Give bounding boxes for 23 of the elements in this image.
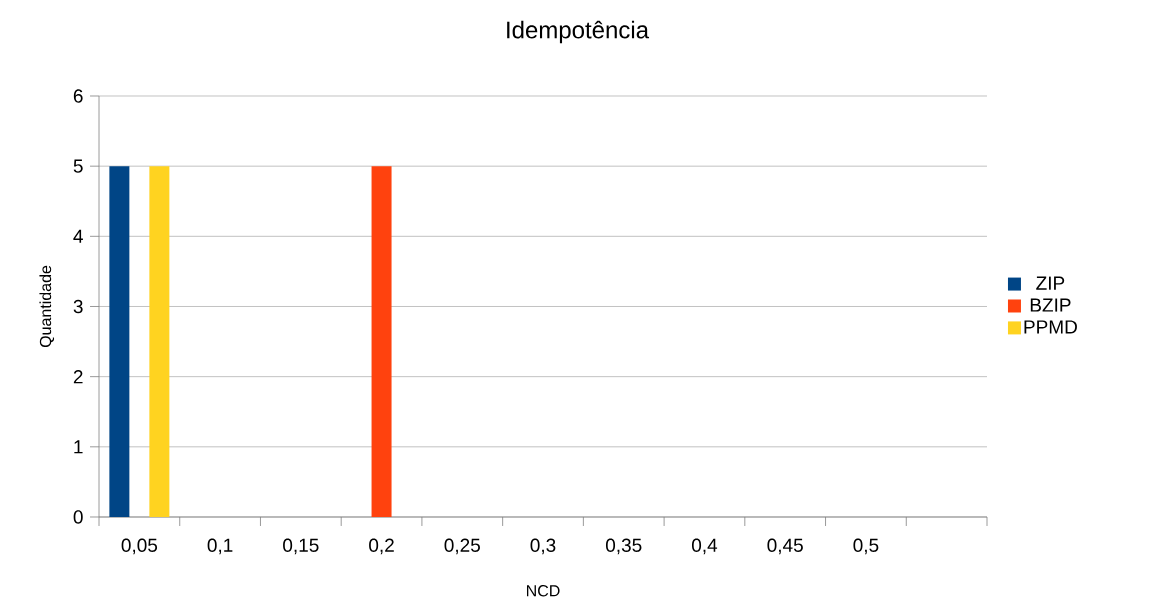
chart-title: Idempotência	[507, 20, 650, 44]
legend-label: ZIP	[1036, 276, 1065, 290]
y-tick-label: 5	[73, 159, 83, 173]
x-tick-label: 0,3	[530, 538, 556, 555]
y-tick-label: 2	[73, 370, 83, 384]
y-tick-label: 4	[73, 229, 83, 243]
y-axis-title: Quantidade	[39, 265, 55, 348]
y-tick-label: 6	[73, 89, 83, 103]
y-tick-label: 1	[74, 440, 83, 454]
x-axis-title: NCD	[526, 585, 560, 597]
y-tick-label: 3	[73, 299, 83, 314]
x-tick-label: 0,2	[369, 538, 394, 555]
legend-label: BZIP	[1030, 298, 1071, 312]
x-tick-label: 0,15	[283, 538, 319, 555]
x-tick-label: 0,25	[444, 538, 480, 555]
x-tick-label: 0,45	[767, 538, 803, 555]
x-tick-label: 0,1	[207, 538, 233, 555]
x-tick-label: 0,35	[605, 538, 642, 555]
y-tick-label: 0	[73, 510, 83, 524]
x-tick-label: 0,4	[691, 538, 718, 555]
x-tick-label: 0,05	[121, 538, 158, 555]
x-tick-label: 0,5	[853, 538, 879, 555]
legend-label: PPMD	[1024, 320, 1077, 334]
